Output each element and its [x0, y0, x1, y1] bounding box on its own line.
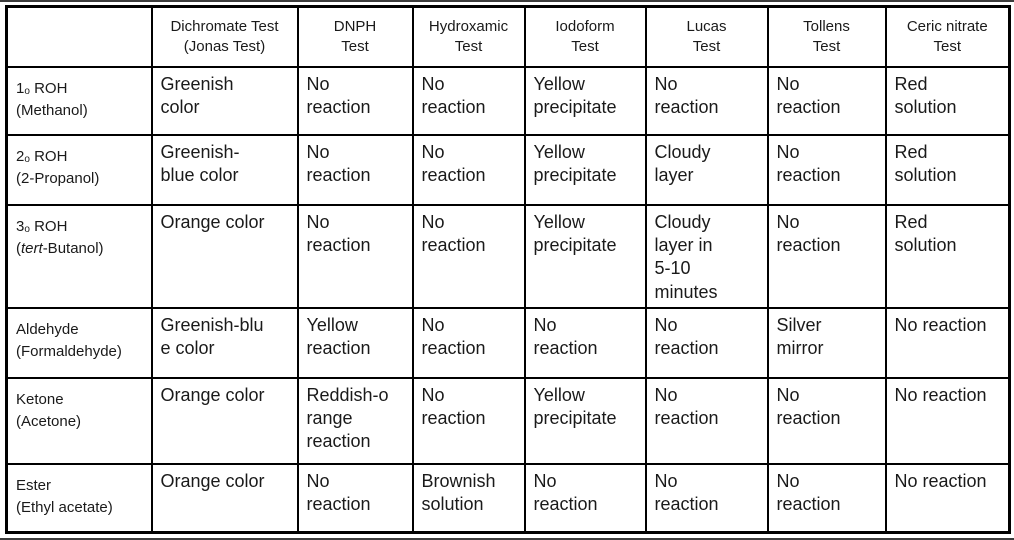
data-cell: No reaction — [296, 462, 414, 534]
row-label-name: Ketone — [16, 390, 64, 408]
row-label-italic: tert — [21, 240, 43, 257]
row-label-paren-pre: (Formaldehyde) — [16, 343, 122, 360]
data-cell: Greenish-blu e color — [150, 306, 299, 379]
table-row-secondary-roh: 2o ROH (2-Propanol) Greenish- blue color … — [5, 133, 1011, 206]
functional-group-tests-table: Dichromate Test (Jonas Test) DNPH Test H… — [5, 5, 1011, 534]
row-label-name: ROH — [29, 79, 68, 97]
data-cell: No reaction — [411, 65, 526, 136]
data-cell: No reaction — [766, 65, 887, 136]
data-cell: No reaction — [884, 306, 1011, 379]
row-label-paren-pre: ( — [16, 240, 21, 257]
data-cell: Yellow reaction — [296, 306, 414, 379]
table-row-ester: Ester (Ethyl acetate) Orange color No rea… — [5, 462, 1011, 534]
row-label-line1: 2o ROH — [16, 148, 67, 165]
data-cell: No reaction — [644, 462, 769, 534]
data-cell: Yellow precipitate — [523, 203, 647, 309]
header-cell-dichromate-test: Dichromate Test (Jonas Test) — [150, 5, 299, 68]
data-cell: No reaction — [523, 306, 647, 379]
header-cell-hydroxamic-test: Hydroxamic Test — [411, 5, 526, 68]
data-cell: No reaction — [884, 462, 1011, 534]
row-label-line2: (Methanol) — [16, 102, 88, 119]
row-label-aldehyde: Aldehyde (Formaldehyde) — [5, 306, 153, 379]
data-cell: No reaction — [296, 65, 414, 136]
row-label-number: 2 — [16, 147, 25, 165]
data-cell: Orange color — [150, 462, 299, 534]
screenshot-bottom-edge-line — [0, 538, 1014, 540]
row-label-name: Aldehyde — [16, 320, 79, 338]
row-label-ester: Ester (Ethyl acetate) — [5, 462, 153, 534]
row-label-secondary-roh: 2o ROH (2-Propanol) — [5, 133, 153, 206]
data-cell: Greenish- blue color — [150, 133, 299, 206]
data-cell: No reaction — [766, 133, 887, 206]
row-label-subscript: o — [24, 153, 30, 165]
data-cell: Cloudy layer in 5-10 minutes — [644, 203, 769, 309]
row-label-line1: 1o ROH — [16, 80, 67, 97]
data-cell: Reddish-o range reaction — [296, 376, 414, 465]
row-label-line2: (Formaldehyde) — [16, 343, 122, 360]
row-label-ketone: Ketone (Acetone) — [5, 376, 153, 465]
table-row-ketone: Ketone (Acetone) Orange color Reddish-o r… — [5, 376, 1011, 465]
header-cell-empty — [5, 5, 153, 68]
data-cell: Yellow precipitate — [523, 376, 647, 465]
row-label-number: 3 — [16, 217, 25, 235]
header-cell-tollens-test: Tollens Test — [766, 5, 887, 68]
table-row-aldehyde: Aldehyde (Formaldehyde) Greenish-blu e co… — [5, 306, 1011, 379]
row-label-tertiary-roh: 3o ROH (tert-Butanol) — [5, 203, 153, 309]
row-label-primary-roh: 1o ROH (Methanol) — [5, 65, 153, 136]
header-row: Dichromate Test (Jonas Test) DNPH Test H… — [5, 5, 1011, 68]
data-cell: No reaction — [766, 376, 887, 465]
data-cell: No reaction — [296, 203, 414, 309]
data-cell: Red solution — [884, 133, 1011, 206]
data-cell: No reaction — [411, 133, 526, 206]
row-label-line1: 3o ROH — [16, 218, 67, 235]
row-label-paren-pre: (Acetone) — [16, 413, 82, 430]
row-label-line2: (Acetone) — [16, 413, 81, 430]
data-cell: Yellow precipitate — [523, 65, 647, 136]
row-label-line1: Ketone — [16, 391, 64, 408]
data-cell: Red solution — [884, 65, 1011, 136]
data-cell: No reaction — [296, 133, 414, 206]
row-label-name: ROH — [29, 147, 68, 165]
row-label-line2: (2-Propanol) — [16, 170, 99, 187]
data-cell: No reaction — [884, 376, 1011, 465]
data-cell: No reaction — [644, 65, 769, 136]
row-label-line1: Aldehyde — [16, 321, 79, 338]
row-label-name: ROH — [29, 217, 68, 235]
data-cell: No reaction — [411, 203, 526, 309]
row-label-paren-pre: (Methanol) — [16, 102, 88, 119]
data-cell: Brownish solution — [411, 462, 526, 534]
data-cell: Greenish color — [150, 65, 299, 136]
header-cell-dnph-test: DNPH Test — [296, 5, 414, 68]
data-cell: No reaction — [644, 306, 769, 379]
data-cell: Silver mirror — [766, 306, 887, 379]
header-cell-lucas-test: Lucas Test — [644, 5, 769, 68]
table-row-primary-roh: 1o ROH (Methanol) Greenish color No react… — [5, 65, 1011, 136]
data-cell: No reaction — [523, 462, 647, 534]
row-label-subscript: o — [24, 223, 30, 235]
table-row-tertiary-roh: 3o ROH (tert-Butanol) Orange color No rea… — [5, 203, 1011, 309]
row-label-line2: (Ethyl acetate) — [16, 499, 113, 516]
row-label-paren-post: -Butanol) — [42, 240, 104, 257]
header-cell-ceric-nitrate-test: Ceric nitrate Test — [884, 5, 1011, 68]
data-cell: No reaction — [411, 376, 526, 465]
data-cell: Cloudy layer — [644, 133, 769, 206]
row-label-line1: Ester — [16, 477, 51, 494]
data-cell: Orange color — [150, 203, 299, 309]
screenshot-top-edge-line — [0, 0, 1014, 2]
row-label-paren-pre: (2-Propanol) — [16, 170, 100, 187]
row-label-paren-pre: (Ethyl acetate) — [16, 499, 113, 516]
row-label-line2: (tert-Butanol) — [16, 240, 104, 257]
data-cell: Red solution — [884, 203, 1011, 309]
header-cell-iodoform-test: Iodoform Test — [523, 5, 647, 68]
data-cell: No reaction — [766, 203, 887, 309]
data-cell: No reaction — [766, 462, 887, 534]
data-cell: Yellow precipitate — [523, 133, 647, 206]
data-cell: No reaction — [411, 306, 526, 379]
row-label-subscript: o — [24, 85, 30, 97]
data-cell: No reaction — [644, 376, 769, 465]
row-label-name: Ester — [16, 476, 52, 494]
row-label-number: 1 — [16, 79, 25, 97]
data-cell: Orange color — [150, 376, 299, 465]
